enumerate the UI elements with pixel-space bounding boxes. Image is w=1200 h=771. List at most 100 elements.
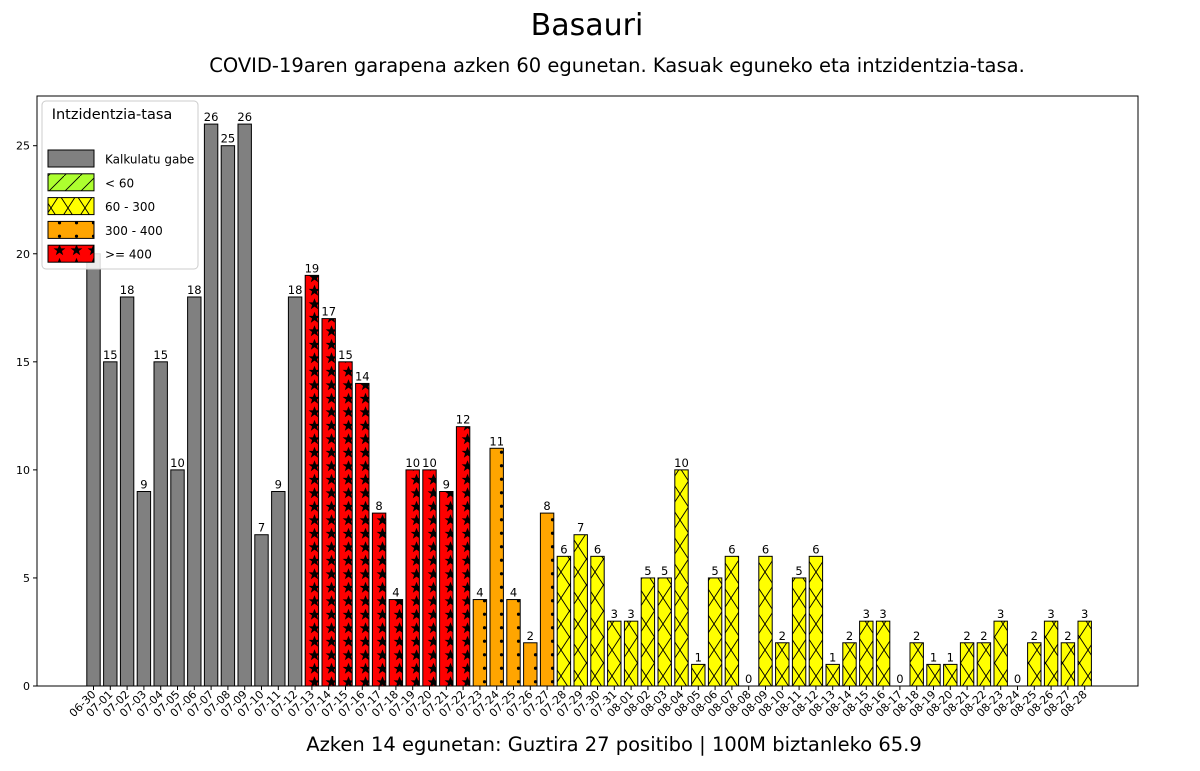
bar-07-21 xyxy=(439,490,454,687)
bar-value-label: 2 xyxy=(779,629,786,643)
bar-08-13 xyxy=(825,663,840,687)
y-tick-label: 20 xyxy=(16,248,30,261)
bar-value-label: 5 xyxy=(711,564,718,578)
bar-value-label: 9 xyxy=(443,477,450,491)
y-tick-label: 5 xyxy=(23,572,30,585)
bar-value-label: 18 xyxy=(288,283,303,297)
bar-07-03 xyxy=(136,490,152,687)
bar-07-25 xyxy=(506,599,521,687)
bar-08-01 xyxy=(623,620,639,687)
bar-07-13 xyxy=(304,274,320,687)
legend-entry-label: < 60 xyxy=(105,176,134,190)
bar-08-11 xyxy=(791,577,807,687)
chart-subtitle: COVID-19aren garapena azken 60 egunetan.… xyxy=(209,54,1025,77)
bar-08-20 xyxy=(943,663,958,687)
bar-value-label: 2 xyxy=(846,629,853,643)
bar-08-18 xyxy=(909,642,924,687)
legend-swatch xyxy=(47,220,95,239)
bar-value-label: 15 xyxy=(103,348,118,362)
bar-value-label: 3 xyxy=(879,607,886,621)
bar-08-28 xyxy=(1077,620,1092,687)
y-tick-label: 0 xyxy=(23,680,30,693)
bar-08-10 xyxy=(775,642,790,687)
bar-06-30 xyxy=(86,253,101,687)
bar-07-09 xyxy=(237,123,252,687)
bar-value-label: 19 xyxy=(305,261,320,275)
bar-value-label: 14 xyxy=(355,369,370,383)
bar-value-label: 15 xyxy=(338,348,353,362)
bar-value-label: 15 xyxy=(153,348,168,362)
bar-value-label: 3 xyxy=(627,607,634,621)
bar-07-31 xyxy=(607,620,622,687)
bar-value-label: 2 xyxy=(527,629,534,643)
plot-frame xyxy=(36,95,1139,687)
bar-value-label: 4 xyxy=(476,586,483,600)
bar-value-label: 2 xyxy=(980,629,987,643)
bar-value-label: 8 xyxy=(375,499,382,513)
bar-value-label: 1 xyxy=(695,650,702,664)
legend-entry-label: >= 400 xyxy=(105,248,152,262)
bar-07-04 xyxy=(153,361,168,687)
bar-08-26 xyxy=(1043,620,1059,687)
bar-07-18 xyxy=(388,599,404,687)
bar-07-23 xyxy=(472,599,488,687)
bar-08-23 xyxy=(993,620,1008,687)
bar-07-26 xyxy=(523,642,538,687)
legend-title: Intzidentzia-tasa xyxy=(52,107,173,123)
bar-value-label: 2 xyxy=(1031,629,1038,643)
bar-value-label: 11 xyxy=(489,434,504,448)
legend-swatch xyxy=(47,149,95,168)
bar-07-20 xyxy=(422,469,437,687)
bar-08-02 xyxy=(640,577,656,687)
bar-07-19 xyxy=(405,469,420,687)
bar-value-label: 3 xyxy=(863,607,870,621)
legend-swatch xyxy=(47,197,95,216)
bar-value-label: 10 xyxy=(674,456,689,470)
bar-07-02 xyxy=(119,296,135,687)
bar-08-14 xyxy=(842,642,857,687)
bar-value-label: 9 xyxy=(140,477,147,491)
bar-07-01 xyxy=(103,361,118,687)
bar-value-label: 26 xyxy=(204,110,219,124)
bar-value-label: 3 xyxy=(611,607,618,621)
bar-value-label: 3 xyxy=(997,607,1004,621)
bar-08-07 xyxy=(724,555,740,687)
bar-value-label: 1 xyxy=(930,650,937,664)
bar-07-11 xyxy=(271,490,286,687)
bar-value-label: 0 xyxy=(1014,672,1021,686)
bar-07-07 xyxy=(203,123,219,687)
bar-08-25 xyxy=(1027,642,1042,687)
bar-value-label: 18 xyxy=(187,283,202,297)
bar-08-21 xyxy=(959,642,975,687)
legend-swatch xyxy=(47,244,95,263)
bar-08-04 xyxy=(674,469,689,687)
bar-08-19 xyxy=(926,663,941,687)
bar-07-16 xyxy=(355,382,370,687)
bar-08-12 xyxy=(808,555,824,687)
y-tick-label: 10 xyxy=(16,464,30,477)
bar-value-label: 25 xyxy=(221,132,236,146)
bar-value-label: 6 xyxy=(762,542,769,556)
bar-value-label: 2 xyxy=(913,629,920,643)
bar-value-label: 10 xyxy=(170,456,185,470)
bar-07-30 xyxy=(590,555,605,687)
legend-entry-label: 60 - 300 xyxy=(105,200,155,214)
bar-value-label: 0 xyxy=(896,672,903,686)
bar-value-label: 5 xyxy=(661,564,668,578)
bar-value-label: 6 xyxy=(728,542,735,556)
bar-value-label: 2 xyxy=(963,629,970,643)
bar-07-10 xyxy=(254,534,269,687)
bar-value-label: 12 xyxy=(456,413,471,427)
bar-07-28 xyxy=(556,555,572,687)
bar-value-label: 1 xyxy=(947,650,954,664)
bar-08-09 xyxy=(758,555,773,687)
bar-value-label: 17 xyxy=(321,305,336,319)
chart-title: Basauri xyxy=(530,8,644,43)
bar-value-label: 5 xyxy=(644,564,651,578)
bar-08-27 xyxy=(1060,642,1076,687)
bar-value-label: 5 xyxy=(795,564,802,578)
bar-07-14 xyxy=(321,318,336,687)
bar-value-label: 10 xyxy=(405,456,420,470)
bar-value-label: 3 xyxy=(1081,607,1088,621)
